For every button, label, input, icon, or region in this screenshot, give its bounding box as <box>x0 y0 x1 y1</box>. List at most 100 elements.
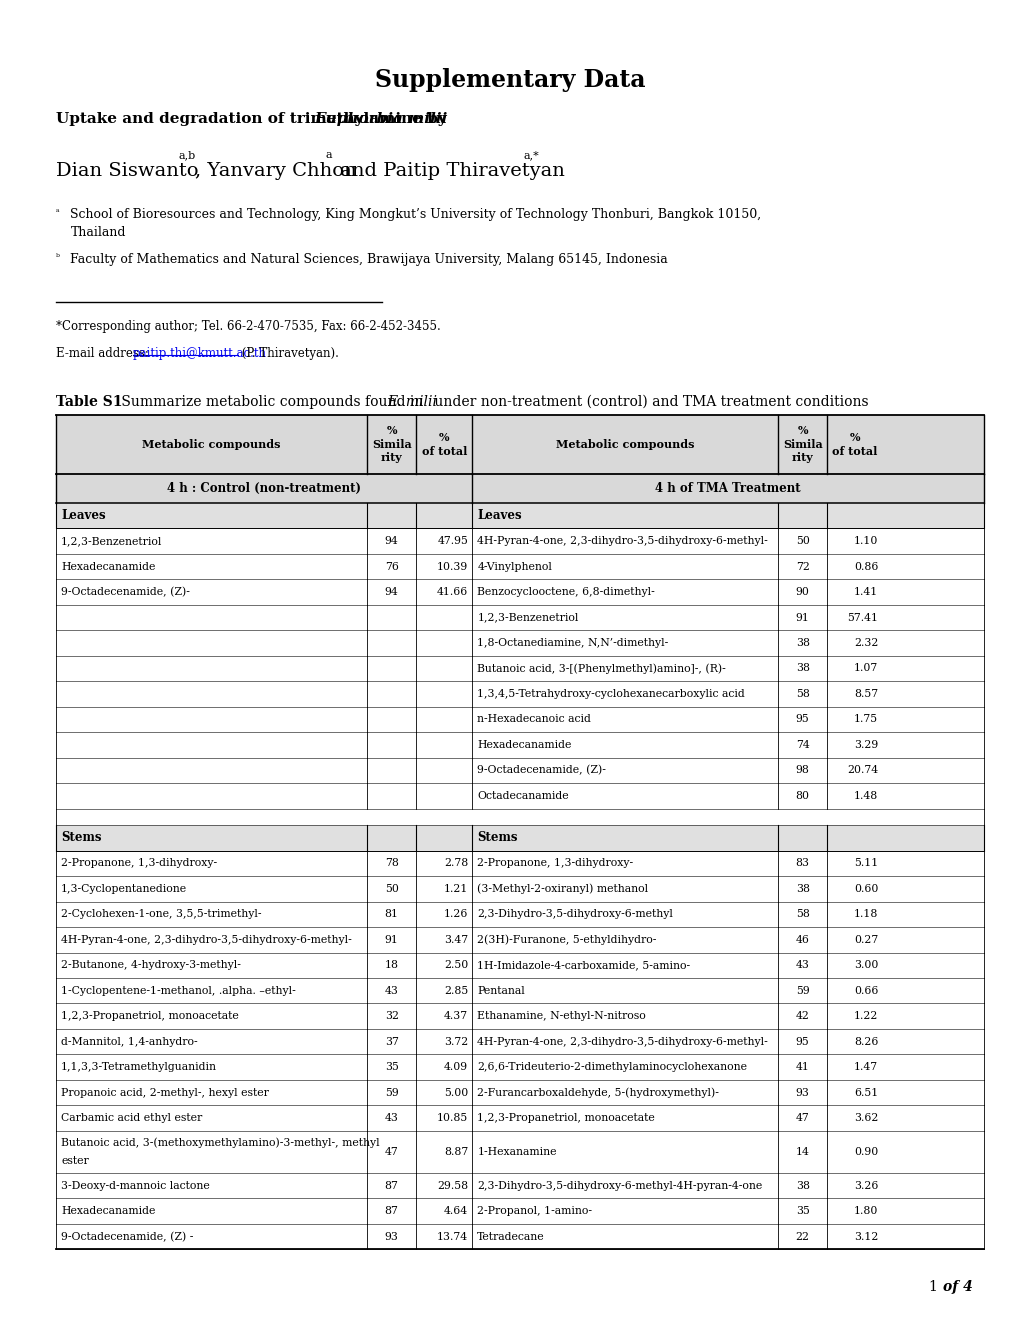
Text: 4.09: 4.09 <box>443 1063 468 1072</box>
Text: 43: 43 <box>795 960 809 970</box>
Text: 1.47: 1.47 <box>853 1063 877 1072</box>
Text: Hexadecanamide: Hexadecanamide <box>61 1206 156 1216</box>
Text: Hexadecanamide: Hexadecanamide <box>61 561 156 572</box>
Text: 2-Propanone, 1,3-dihydroxy-: 2-Propanone, 1,3-dihydroxy- <box>477 858 633 869</box>
Text: 74: 74 <box>795 741 809 750</box>
Text: 0.66: 0.66 <box>853 986 877 995</box>
Text: Ethanamine, N-ethyl-N-nitroso: Ethanamine, N-ethyl-N-nitroso <box>477 1011 645 1022</box>
Text: 81: 81 <box>384 909 398 919</box>
Text: 3.12: 3.12 <box>853 1232 877 1242</box>
Bar <box>56 1131 983 1173</box>
Text: 38: 38 <box>795 1180 809 1191</box>
Text: 5.11: 5.11 <box>853 858 877 869</box>
Text: 1.07: 1.07 <box>853 664 877 673</box>
Text: 3.72: 3.72 <box>443 1036 468 1047</box>
Text: 1,1,3,3-Tetramethylguanidin: 1,1,3,3-Tetramethylguanidin <box>61 1063 217 1072</box>
Text: 35: 35 <box>795 1206 809 1216</box>
Bar <box>56 681 983 706</box>
Text: 58: 58 <box>795 909 809 919</box>
Text: 94: 94 <box>384 587 398 597</box>
Text: paitip.thi@kmutt.ac.th: paitip.thi@kmutt.ac.th <box>132 347 267 360</box>
Text: 95: 95 <box>795 1036 809 1047</box>
Bar <box>56 733 983 758</box>
Text: E-mail address:: E-mail address: <box>56 347 153 360</box>
Text: 9-Octadecenamide, (Z)-: 9-Octadecenamide, (Z)- <box>477 766 605 776</box>
Text: 38: 38 <box>795 884 809 894</box>
Text: 42: 42 <box>795 1011 809 1022</box>
Text: Metabolic compounds: Metabolic compounds <box>143 438 280 450</box>
Text: 2.78: 2.78 <box>443 858 468 869</box>
Bar <box>56 1055 983 1080</box>
Text: 1H-Imidazole-4-carboxamide, 5-amino-: 1H-Imidazole-4-carboxamide, 5-amino- <box>477 960 690 970</box>
Bar <box>56 809 983 825</box>
Bar <box>56 630 983 656</box>
Text: 3.29: 3.29 <box>853 741 877 750</box>
Text: Dian Siswanto: Dian Siswanto <box>56 162 205 180</box>
Text: 1: 1 <box>927 1279 936 1294</box>
Text: 43: 43 <box>384 986 398 995</box>
Bar <box>56 1080 983 1105</box>
Text: 1-Hexanamine: 1-Hexanamine <box>477 1147 556 1156</box>
Text: 4 h of TMA Treatment: 4 h of TMA Treatment <box>655 482 800 495</box>
Text: a: a <box>325 150 331 160</box>
Bar <box>56 1224 983 1249</box>
Text: Tetradecane: Tetradecane <box>477 1232 544 1242</box>
Text: 3.47: 3.47 <box>443 935 468 945</box>
Text: 3.62: 3.62 <box>853 1113 877 1123</box>
Text: 38: 38 <box>795 638 809 648</box>
Text: 57.41: 57.41 <box>847 612 877 623</box>
Text: 2,3-Dihydro-3,5-dihydroxy-6-methyl: 2,3-Dihydro-3,5-dihydroxy-6-methyl <box>477 909 673 919</box>
Text: 59: 59 <box>795 986 809 995</box>
Text: a,b: a,b <box>178 150 196 160</box>
Bar <box>56 783 983 809</box>
Text: 59: 59 <box>384 1088 398 1098</box>
Text: Benzocyclooctene, 6,8-dimethyl-: Benzocyclooctene, 6,8-dimethyl- <box>477 587 654 597</box>
Bar <box>56 414 983 474</box>
Text: 1.48: 1.48 <box>853 791 877 801</box>
Text: 91: 91 <box>384 935 398 945</box>
Text: Butanoic acid, 3-[(Phenylmethyl)amino]-, (R)-: Butanoic acid, 3-[(Phenylmethyl)amino]-,… <box>477 663 726 673</box>
Text: %
Simila
rity: % Simila rity <box>783 425 821 463</box>
Text: 58: 58 <box>795 689 809 700</box>
Text: (3-Methyl-2-oxiranyl) methanol: (3-Methyl-2-oxiranyl) methanol <box>477 883 648 894</box>
Text: 22: 22 <box>795 1232 809 1242</box>
Text: 3-Deoxy-d-mannoic lactone: 3-Deoxy-d-mannoic lactone <box>61 1180 210 1191</box>
Text: 0.60: 0.60 <box>853 884 877 894</box>
Text: , Yanvary Chhon: , Yanvary Chhon <box>195 162 363 180</box>
Text: 18: 18 <box>384 960 398 970</box>
Text: 1.80: 1.80 <box>853 1206 877 1216</box>
Text: 1.26: 1.26 <box>443 909 468 919</box>
Text: 1,3,4,5-Tetrahydroxy-cyclohexanecarboxylic acid: 1,3,4,5-Tetrahydroxy-cyclohexanecarboxyl… <box>477 689 744 700</box>
Text: Table S1: Table S1 <box>56 395 122 409</box>
Text: 91: 91 <box>795 612 809 623</box>
Text: of 4: of 4 <box>943 1279 972 1294</box>
Text: 4-Vinylphenol: 4-Vinylphenol <box>477 561 551 572</box>
Text: and Paitip Thiravetyan: and Paitip Thiravetyan <box>333 162 570 180</box>
Text: 2-Furancarboxaldehyde, 5-(hydroxymethyl)-: 2-Furancarboxaldehyde, 5-(hydroxymethyl)… <box>477 1088 718 1098</box>
Text: Hexadecanamide: Hexadecanamide <box>477 741 572 750</box>
Bar <box>56 706 983 733</box>
Text: under non-treatment (control) and TMA treatment conditions: under non-treatment (control) and TMA tr… <box>430 395 868 409</box>
Text: 38: 38 <box>795 664 809 673</box>
Text: 50: 50 <box>384 884 398 894</box>
Text: ᵃ: ᵃ <box>56 209 60 216</box>
Text: 2-Propanone, 1,3-dihydroxy-: 2-Propanone, 1,3-dihydroxy- <box>61 858 217 869</box>
Text: 0.86: 0.86 <box>853 561 877 572</box>
Text: Stems: Stems <box>477 832 518 845</box>
Text: 29.58: 29.58 <box>436 1180 468 1191</box>
Text: Octadecanamide: Octadecanamide <box>477 791 569 801</box>
Text: 46: 46 <box>795 935 809 945</box>
Text: 2-Cyclohexen-1-one, 3,5,5-trimethyl-: 2-Cyclohexen-1-one, 3,5,5-trimethyl- <box>61 909 262 919</box>
Text: Propanoic acid, 2-methyl-, hexyl ester: Propanoic acid, 2-methyl-, hexyl ester <box>61 1088 269 1098</box>
Text: 4H-Pyran-4-one, 2,3-dihydro-3,5-dihydroxy-6-methyl-: 4H-Pyran-4-one, 2,3-dihydro-3,5-dihydrox… <box>61 935 352 945</box>
Text: 87: 87 <box>384 1206 398 1216</box>
Text: 1.75: 1.75 <box>853 714 877 725</box>
Bar <box>56 758 983 783</box>
Text: 1,3-Cyclopentanedione: 1,3-Cyclopentanedione <box>61 884 187 894</box>
Text: 1.10: 1.10 <box>853 536 877 546</box>
Text: *Corresponding author; Tel. 66-2-470-7535, Fax: 66-2-452-3455.: *Corresponding author; Tel. 66-2-470-753… <box>56 319 440 333</box>
Text: 3.26: 3.26 <box>853 1180 877 1191</box>
Text: 8.26: 8.26 <box>853 1036 877 1047</box>
Text: 20.74: 20.74 <box>846 766 877 775</box>
Text: 1,2,3-Propanetriol, monoacetate: 1,2,3-Propanetriol, monoacetate <box>477 1113 654 1123</box>
